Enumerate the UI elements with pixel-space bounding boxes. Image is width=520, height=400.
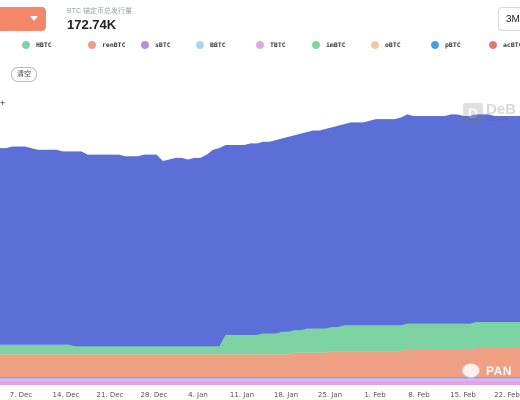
x-tick-label: 22. Feb xyxy=(494,391,520,399)
legend-swatch xyxy=(141,41,149,49)
legend-item-tbtc[interactable]: TBTC xyxy=(256,38,286,52)
legend-item-imbtc[interactable]: imBTC xyxy=(312,38,346,52)
legend-label: oBTC xyxy=(385,41,401,49)
legend-item-sbtc[interactable]: sBTC xyxy=(141,38,171,52)
legend-swatch xyxy=(312,41,320,49)
area-series-1 xyxy=(0,380,520,385)
chart-legend: HBTC renBTC sBTC BBTC TBTC imBTC oBTC pBTC acBTC xyxy=(0,38,520,52)
legend-swatch xyxy=(371,41,379,49)
x-tick-label: 15. Feb xyxy=(450,391,476,399)
stat-value: 172.74K xyxy=(67,17,117,32)
x-tick-label: 1. Feb xyxy=(364,391,386,399)
legend-label: imBTC xyxy=(326,41,346,49)
area-series-3 xyxy=(0,376,520,379)
x-tick-label: 8. Feb xyxy=(408,391,430,399)
legend-swatch xyxy=(196,41,204,49)
legend-label: acBTC xyxy=(503,41,520,49)
area-series-5 xyxy=(0,322,520,355)
range-selector-button[interactable]: 3M xyxy=(498,7,520,31)
legend-label: pBTC xyxy=(445,41,461,49)
chevron-down-icon xyxy=(30,16,38,21)
legend-item-obtc[interactable]: oBTC xyxy=(371,38,401,52)
wechat-icon xyxy=(462,363,480,378)
legend-item-pbtc[interactable]: pBTC xyxy=(431,38,461,52)
legend-item-bbtc[interactable]: BBTC xyxy=(196,38,226,52)
wechat-label: PAN xyxy=(486,363,512,378)
watermark-subtitle: Your De xyxy=(486,117,508,123)
x-tick-label: 18. Jan xyxy=(274,391,298,399)
legend-item-hbtc[interactable]: HBTC xyxy=(22,38,52,52)
area-series-2 xyxy=(0,378,520,381)
legend-swatch xyxy=(88,41,96,49)
debank-watermark: D DeB Your De xyxy=(463,102,516,123)
x-tick-label: 21. Dec xyxy=(97,391,124,399)
x-tick-label: 25. Jan xyxy=(318,391,342,399)
legend-swatch xyxy=(489,41,497,49)
x-tick-label: 14. Dec xyxy=(53,391,80,399)
legend-swatch xyxy=(22,41,30,49)
wechat-watermark: PAN xyxy=(462,363,512,378)
area-series-6 xyxy=(0,114,520,347)
watermark-title: DeB xyxy=(486,101,517,118)
stat-label: BTC 锚定币总发行量 xyxy=(67,8,132,15)
legend-label: HBTC xyxy=(36,41,52,49)
legend-label: BBTC xyxy=(210,41,226,49)
legend-item-renbtc[interactable]: renBTC xyxy=(88,38,125,52)
clear-button[interactable]: 清空 xyxy=(11,67,37,82)
debank-logo-icon: D xyxy=(463,102,483,123)
x-tick-label: 11. Jan xyxy=(230,391,254,399)
x-tick-label: 7. Dec xyxy=(10,391,33,399)
legend-label: sBTC xyxy=(155,41,171,49)
x-tick-label: 4. Jan xyxy=(188,391,208,399)
plus-icon[interactable]: + xyxy=(0,98,6,108)
legend-label: renBTC xyxy=(102,41,126,49)
asset-dropdown[interactable] xyxy=(0,7,46,31)
x-tick-label: 28. Dec xyxy=(141,391,168,399)
legend-swatch xyxy=(431,41,439,49)
area-series-4 xyxy=(0,347,520,377)
legend-item-acbtc[interactable]: acBTC xyxy=(489,38,520,52)
legend-swatch xyxy=(256,41,264,49)
legend-label: TBTC xyxy=(270,41,286,49)
